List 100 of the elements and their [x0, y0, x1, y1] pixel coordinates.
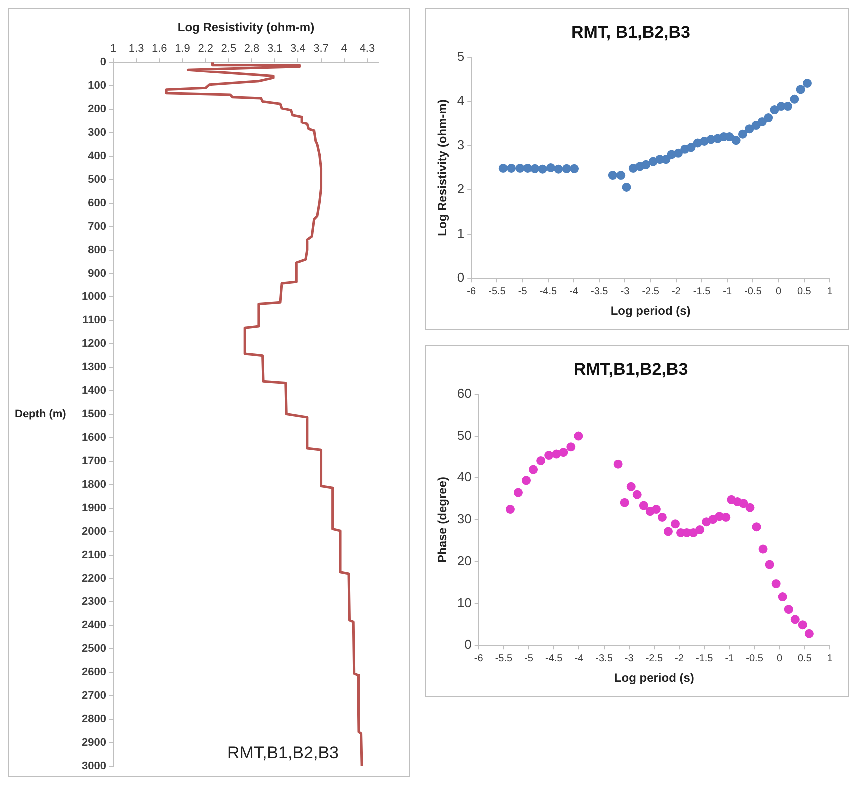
point: [745, 124, 754, 134]
annotation: RMT,B1,B2,B3: [228, 744, 339, 763]
y-tick-label: 800: [88, 244, 106, 256]
x-tick-label: -1.5: [696, 653, 714, 664]
x-tick-label: 1.3: [128, 43, 144, 56]
point: [804, 629, 814, 638]
point: [507, 164, 516, 173]
chart-title: RMT,B1,B2,B3: [574, 360, 688, 379]
x-tick-label: 3.1: [267, 43, 283, 56]
y-tick-label: 2400: [82, 620, 106, 632]
point: [790, 94, 800, 104]
y-tick-label: 50: [457, 428, 472, 443]
y-tick-label: 20: [457, 553, 472, 568]
point: [664, 527, 673, 536]
y-axis-title: Depth (m): [15, 408, 67, 421]
x-tick-label: 1: [110, 43, 117, 56]
y-tick-label: 1900: [82, 502, 106, 514]
x-tick-label: -3: [624, 653, 634, 664]
x-tick-label: -2: [672, 286, 682, 298]
y-tick-label: 40: [457, 470, 472, 485]
x-tick-label: -3.5: [591, 286, 609, 298]
y-tick-label: 400: [88, 150, 106, 162]
y-tick-label: 0: [457, 270, 465, 286]
y-tick-label: 1000: [82, 291, 106, 304]
point: [765, 560, 774, 570]
x-tick-label: -5.5: [495, 653, 513, 664]
point: [516, 164, 525, 173]
y-tick-label: 1500: [82, 408, 106, 421]
y-tick-label: 600: [88, 197, 106, 210]
x-tick-label: -1: [725, 653, 735, 664]
point: [790, 615, 800, 624]
point: [708, 515, 718, 524]
point: [522, 476, 532, 486]
point: [652, 505, 661, 514]
point: [752, 522, 762, 532]
y-tick-label: 2200: [82, 572, 106, 585]
point: [622, 182, 632, 192]
y-tick-label: 100: [88, 80, 106, 92]
y-tick-label: 1100: [82, 314, 106, 327]
point: [796, 85, 806, 94]
point: [544, 451, 554, 460]
x-tick-label: 3.4: [290, 43, 306, 56]
x-tick-label: 2.2: [198, 43, 214, 56]
y-tick-label: 2: [457, 182, 465, 197]
y-tick-label: 1200: [82, 338, 106, 350]
y-tick-label: 2700: [82, 690, 106, 702]
x-tick-label: -2.5: [642, 286, 660, 298]
y-tick-label: 2100: [82, 549, 106, 562]
point: [758, 544, 768, 554]
point: [770, 106, 780, 115]
x-tick-label: -1.5: [693, 286, 712, 298]
y-tick-label: 2900: [82, 736, 106, 749]
x-tick-label: 1.6: [152, 43, 168, 56]
x-tick-label: 1.9: [175, 43, 190, 56]
x-tick-label: -5: [524, 653, 534, 664]
point: [559, 448, 568, 458]
point: [574, 432, 584, 441]
point: [764, 114, 774, 123]
x-tick-label: 4.3: [360, 43, 376, 56]
x-tick-label: 0.5: [798, 653, 812, 664]
point: [498, 164, 508, 173]
x-tick-label: 2.8: [244, 43, 260, 56]
y-tick-label: 2000: [82, 526, 106, 538]
point: [514, 488, 523, 498]
y-tick-label: 1600: [82, 432, 106, 444]
point: [570, 164, 580, 174]
point: [686, 143, 696, 152]
point: [642, 160, 651, 170]
x-tick-label: -6: [467, 286, 477, 298]
x-tick-label: 0: [776, 286, 782, 298]
point: [546, 164, 556, 172]
y-tick-label: 2500: [82, 643, 106, 656]
point: [732, 136, 741, 146]
y-tick-label: 60: [457, 386, 472, 401]
point: [626, 482, 636, 492]
point: [639, 501, 648, 510]
x-axis-title: Log Resistivity (ohm-m): [178, 20, 315, 35]
x-tick-label: -5.5: [488, 286, 506, 298]
y-tick-label: 0: [100, 56, 106, 69]
y-tick-label: 0: [464, 637, 472, 652]
x-tick-label: -2.5: [646, 653, 664, 664]
y-tick-label: 1: [457, 226, 465, 241]
point: [772, 580, 781, 589]
x-tick-label: -4.5: [540, 286, 558, 298]
point: [778, 592, 788, 602]
y-tick-label: 200: [88, 104, 106, 116]
y-tick-label: 900: [88, 268, 106, 280]
point: [620, 498, 630, 508]
point: [616, 171, 626, 180]
x-tick-label: 1: [827, 286, 834, 298]
x-axis-title: Log period (s): [614, 671, 694, 686]
point: [746, 503, 755, 512]
point: [536, 456, 546, 466]
y-tick-label: 2800: [82, 714, 106, 726]
point: [523, 164, 532, 173]
chart-title: RMT, B1,B2,B3: [571, 22, 691, 42]
y-tick-label: 2600: [82, 666, 106, 679]
point: [566, 442, 576, 452]
x-tick-label: -0.5: [744, 286, 762, 298]
point: [506, 505, 515, 514]
